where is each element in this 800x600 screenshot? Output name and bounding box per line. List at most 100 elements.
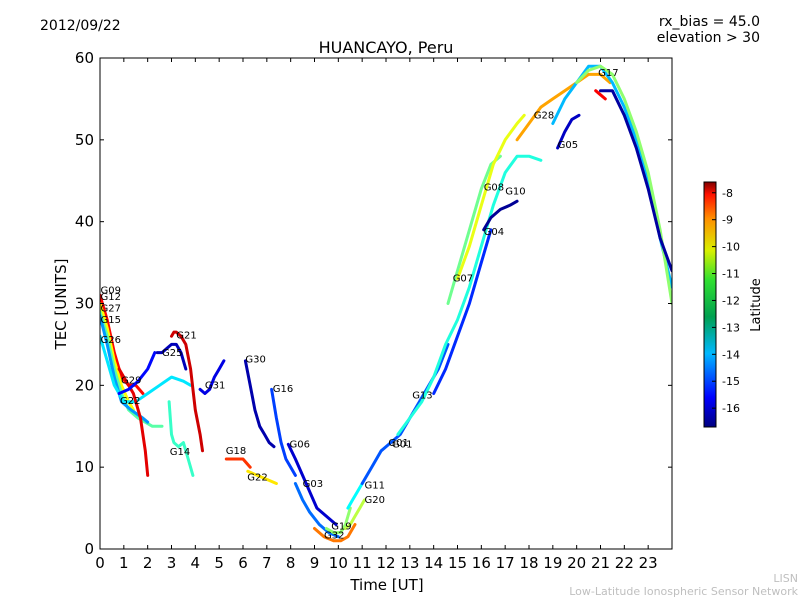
satellite-label-g06: G06 [290, 440, 310, 451]
colorbar-tick-label: -10 [722, 241, 740, 254]
x-tick-label: 0 [95, 554, 105, 572]
x-tick-label: 4 [191, 554, 201, 572]
satellite-label-g21: G21 [176, 331, 196, 342]
satellite-label-g30: G30 [245, 354, 265, 365]
x-tick-label: 20 [567, 554, 586, 572]
satellite-label-g18: G18 [226, 446, 246, 457]
y-tick-label: 40 [75, 213, 94, 231]
colorbar-ticks: -8 -9 -10 -11 -12 -13 -14 -15 -16 [712, 187, 740, 415]
satellite-label-g22: G22 [120, 396, 140, 407]
series-g25 [155, 342, 188, 371]
series-g26 [100, 334, 193, 404]
series-g03 [293, 482, 340, 539]
colorbar-tick-label: -16 [722, 402, 740, 415]
satellite-label-g31: G31 [205, 381, 225, 392]
series-g09 [100, 293, 145, 395]
satellite-label-g27: G27 [101, 304, 121, 315]
x-tick-label: 17 [496, 554, 515, 572]
credit-long: Low-Latitude Ionospheric Sensor Network [569, 585, 798, 598]
series-g04 [432, 228, 493, 395]
series-g15 [100, 314, 150, 424]
series-g23 [575, 64, 672, 305]
satellite-label-g29: G29 [121, 376, 141, 387]
elevation-label: elevation > 30 [656, 30, 760, 46]
x-tick-label: 16 [472, 554, 491, 572]
x-tick-label: 15 [448, 554, 467, 572]
series-g08 [456, 113, 526, 281]
satellite-label-g15: G15 [101, 315, 121, 326]
x-tick-label: 23 [639, 554, 658, 572]
series-g18 [224, 457, 252, 469]
series-g31 [198, 359, 226, 395]
x-tick-label: 1 [119, 554, 129, 572]
series-g14 [167, 400, 195, 477]
series-g22b [246, 469, 278, 485]
x-tick-label: 10 [329, 554, 348, 572]
satellite-label-g26: G26 [101, 335, 121, 346]
satellite-label-g20: G20 [365, 495, 385, 506]
x-tick-label: 18 [519, 554, 538, 572]
x-tick-label: 13 [400, 554, 419, 572]
x-tick-label: 19 [543, 554, 562, 572]
colorbar-gradient [703, 181, 717, 428]
y-axis-label: TEC [UNITS] [52, 259, 70, 351]
axes: 0 1 2 3 4 5 6 7 8 9 10 11 12 13 14 15 16 17 18 19 20 21 22 2301… [75, 49, 672, 572]
colorbar-tick-label: -9 [722, 214, 733, 227]
colorbar-label: Latitude [749, 278, 764, 332]
x-tick-label: 12 [376, 554, 395, 572]
x-tick-label: 21 [591, 554, 610, 572]
satellite-label-g16: G16 [273, 384, 293, 395]
x-tick-label: 22 [615, 554, 634, 572]
x-axis-label: Time [UT] [349, 576, 423, 594]
series-g01 [360, 342, 450, 485]
satellite-label-g03: G03 [303, 479, 323, 490]
colorbar-tick-label: -8 [722, 187, 733, 200]
colorbar-tick-label: -12 [722, 294, 740, 307]
series-g19 [324, 506, 352, 535]
rx-bias-label: rx_bias = 45.0 [658, 14, 760, 30]
colorbar-tick-label: -15 [722, 375, 740, 388]
satellite-label-g09: G09 [101, 286, 121, 297]
satellite-label-g01: G01 [392, 440, 412, 451]
satellite-label-g01: G01 [388, 438, 408, 449]
satellite-label-g14: G14 [170, 447, 190, 458]
x-tick-label: 7 [262, 554, 272, 572]
satellite-label-g12: G12 [101, 292, 121, 303]
y-tick-label: 20 [75, 376, 94, 394]
series-g22 [117, 351, 157, 395]
satellite-label-g17: G17 [598, 68, 618, 79]
series-g11 [346, 482, 364, 510]
series-g07 [446, 154, 502, 305]
satellite-label-g28: G28 [534, 111, 554, 122]
satellite-label-g32: G32 [324, 530, 344, 541]
series-g06 [286, 442, 338, 526]
series-g16 [270, 387, 297, 477]
x-tick-label: 11 [353, 554, 372, 572]
satellite-label-g11: G11 [365, 480, 385, 491]
x-tick-label: 14 [424, 554, 443, 572]
satellite-label-g04: G04 [484, 227, 504, 238]
chart-title: HUANCAYO, Peru [318, 38, 454, 57]
series-g17 [551, 64, 672, 289]
series-g10 [482, 199, 519, 232]
series-g30 [243, 359, 276, 449]
plot-frame [99, 57, 673, 550]
colorbar: -8 -9 -10 -11 -12 -13 -14 -15 -16 Latitude [703, 181, 764, 428]
satellite-label-g13: G13 [412, 390, 432, 401]
parameters-block: rx_bias = 45.0 elevation > 30 [657, 14, 760, 46]
satellite-label-g19: G19 [331, 521, 351, 532]
x-tick-label: 9 [310, 554, 320, 572]
satellite-label-g07: G07 [453, 273, 473, 284]
colorbar-tick-label: -14 [722, 348, 740, 361]
series-g28 [515, 72, 612, 142]
series-g20 [344, 498, 366, 530]
colorbar-tick-label: -13 [722, 321, 740, 334]
x-tick-label: 6 [238, 554, 248, 572]
satellite-label-g25: G25 [162, 348, 182, 359]
series-layer [100, 64, 672, 543]
y-tick-label: 30 [75, 295, 94, 313]
date-label: 2012/09/22 [40, 18, 121, 34]
satellite-label-g05: G05 [558, 140, 578, 151]
